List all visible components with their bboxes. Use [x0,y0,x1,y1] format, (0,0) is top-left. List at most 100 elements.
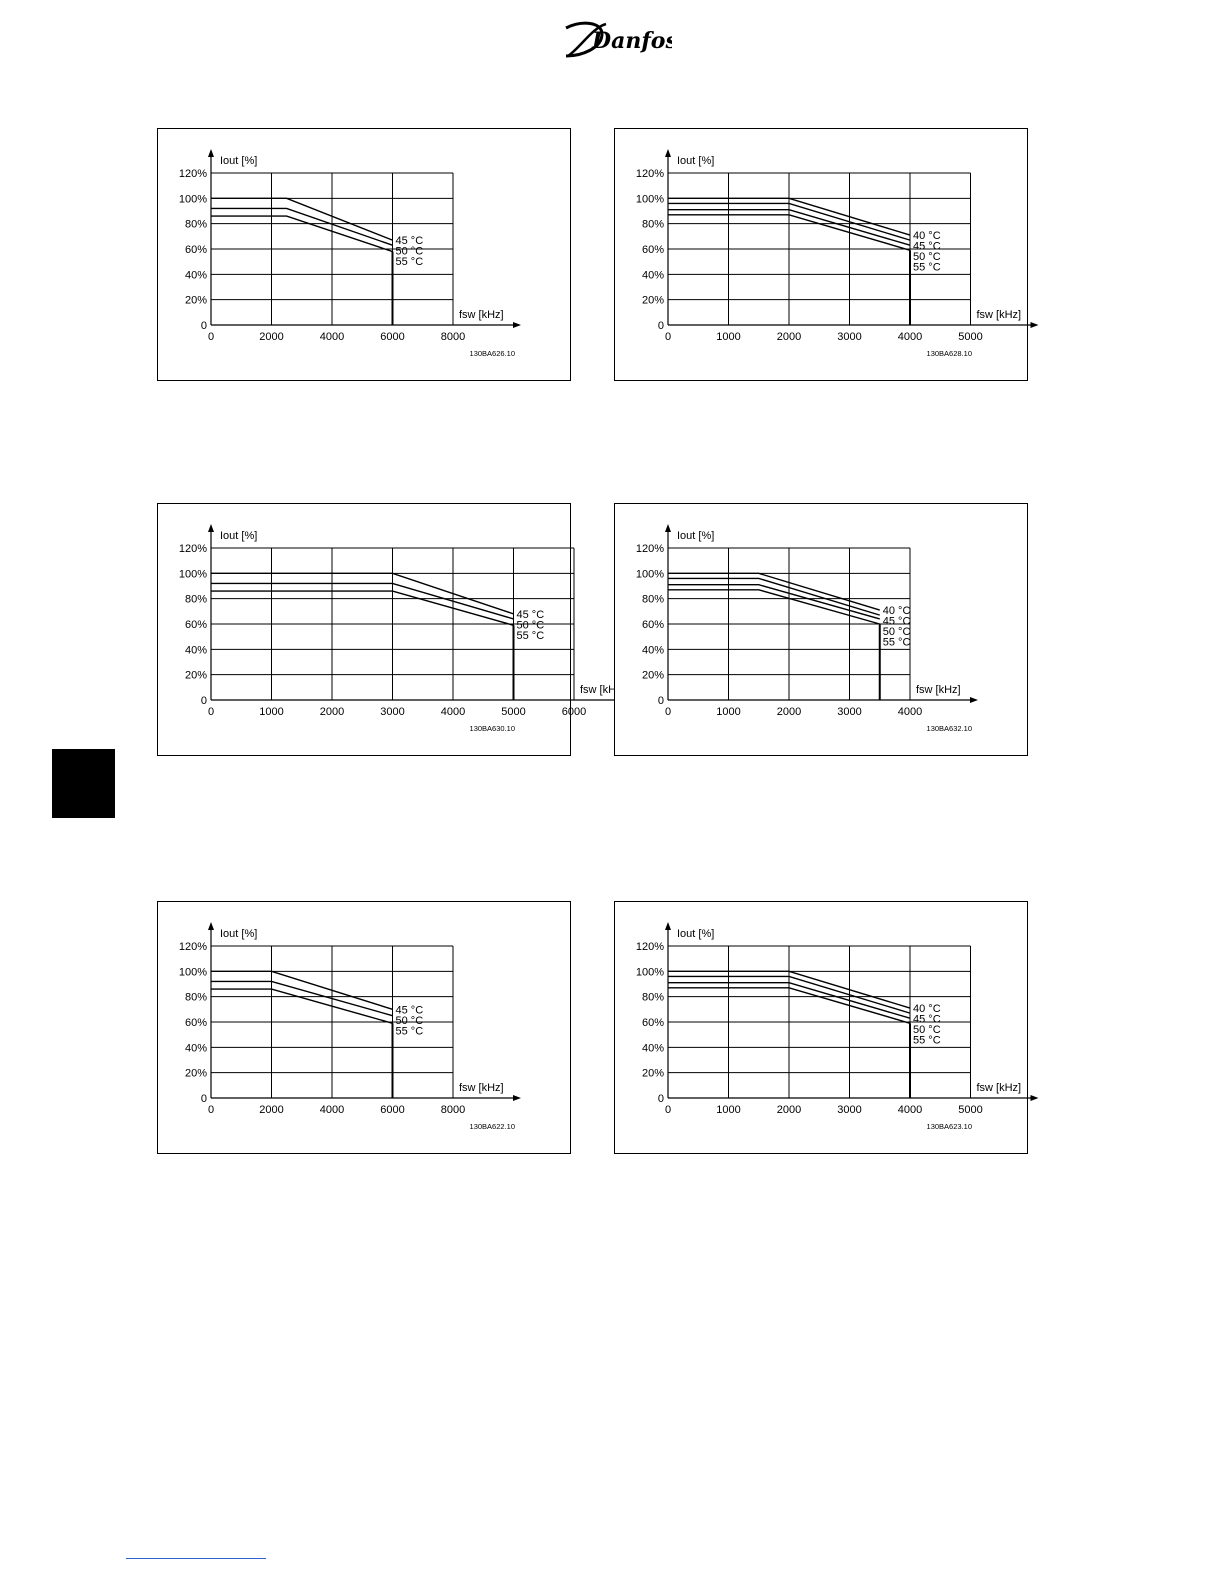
y-tick-label: 20% [185,295,207,307]
chart-5: Iout [%] fsw [kHz] 0 20% 40% 60% 80% 100% 120% 0 2… [157,901,571,1154]
series-line [211,988,393,1024]
x-tick-label: 2000 [777,331,801,343]
x-tick-label: 4000 [898,331,922,343]
series-line [211,590,514,626]
y-tick-label: 120% [636,941,664,953]
y-tick-label: 60% [642,1017,664,1029]
y-tick-label: 40% [642,269,664,281]
y-tick-label: 40% [642,644,664,656]
series-line [211,572,514,615]
y-tick-label: 60% [642,244,664,256]
figure-code: 130BA630.10 [470,724,515,733]
chart-6: Iout [%] fsw [kHz] 0 20% 40% 60% 80% 100% 120% 0 1… [614,901,1039,1154]
series-line [211,582,514,620]
series-line [211,207,393,246]
y-tick-label: 120% [636,168,664,180]
x-tick-label: 2000 [320,706,344,718]
series-label: 45 °C [396,235,424,247]
y-axis-label: Iout [%] [677,530,714,542]
y-tick-label: 100% [179,193,207,205]
series-line [668,584,880,620]
x-axis-arrow [1030,1095,1039,1101]
y-tick-label: 0 [658,1093,664,1105]
series-line [668,970,911,1009]
x-tick-label: 2000 [259,1104,283,1116]
logo-wordmark: Danfoss [591,28,672,54]
series-line [668,572,880,611]
x-tick-label: 3000 [380,706,404,718]
x-tick-label: 2000 [777,706,801,718]
x-axis-label: fsw [kHz] [459,1082,504,1094]
y-tick-label: 20% [185,1068,207,1080]
x-tick-label: 2000 [777,1104,801,1116]
x-tick-label: 2000 [259,331,283,343]
chart-6-svg: Iout [%] fsw [kHz] 0 20% 40% 60% 80% 100% 120% 0 1… [636,922,1039,1131]
y-axis-label: Iout [%] [220,928,257,940]
figure-code: 130BA623.10 [927,1122,972,1131]
chart-3-svg: Iout [%] fsw [kHz] 0 20% 40% 60% 80% 100% 120% 0 1… [179,524,642,733]
y-tick-label: 20% [642,1068,664,1080]
x-axis-arrow [513,1095,521,1101]
footer-rule [126,1558,266,1559]
x-tick-label: 4000 [320,1104,344,1116]
series-line [668,577,880,616]
danfoss-logo: Danfoss [565,21,672,58]
chart-3: Iout [%] fsw [kHz] 0 20% 40% 60% 80% 100% 120% 0 1… [157,503,642,756]
y-tick-label: 60% [185,619,207,631]
y-axis-arrow [665,524,671,532]
y-axis-arrow [665,149,671,157]
x-axis-label: fsw [kHz] [977,1082,1022,1094]
series-label: 55 °C [913,1035,941,1047]
series-line [211,215,393,253]
y-axis-label: Iout [%] [677,928,714,940]
y-tick-label: 0 [201,320,207,332]
chart-4-svg: Iout [%] fsw [kHz] 0 20% 40% 60% 80% 100% 120% 0 1… [636,524,978,733]
y-tick-label: 20% [642,670,664,682]
chart-1: Iout [%] fsw [kHz] 0 20% 40% 60% 80% 100% 120% 0 2… [157,128,571,381]
series-label: 50 °C [396,1015,424,1027]
x-axis-label: fsw [kHz] [580,684,625,696]
chapter-tab [52,749,115,818]
y-tick-label: 60% [185,244,207,256]
series-label: 50 °C [517,619,545,631]
x-tick-label: 3000 [837,1104,861,1116]
y-tick-label: 100% [179,568,207,580]
x-axis-arrow [1030,322,1039,328]
x-tick-label: 0 [665,331,671,343]
x-tick-label: 4000 [898,706,922,718]
y-axis-arrow [208,524,214,532]
y-tick-label: 80% [185,594,207,606]
y-axis-label: Iout [%] [220,155,257,167]
x-tick-label: 6000 [380,1104,404,1116]
series-label: 45 °C [396,1004,424,1016]
y-tick-label: 0 [201,1093,207,1105]
series-label: 45 °C [883,616,911,628]
series-label: 50 °C [396,246,424,258]
x-tick-label: 1000 [716,331,740,343]
figure-code: 130BA622.10 [470,1122,515,1131]
x-axis-label: fsw [kHz] [916,684,961,696]
y-axis-label: Iout [%] [677,155,714,167]
series-line [668,202,911,241]
y-tick-label: 0 [658,320,664,332]
x-tick-label: 5000 [958,1104,982,1116]
series-label: 45 °C [517,609,545,621]
x-tick-label: 6000 [562,706,586,718]
series-label: 40 °C [913,1003,941,1015]
y-tick-label: 20% [642,295,664,307]
grid [211,172,454,325]
series-line [668,197,911,236]
series-line [668,589,880,625]
series-label: 45 °C [913,1014,941,1026]
series-label: 50 °C [913,251,941,263]
y-tick-label: 80% [185,219,207,231]
x-tick-label: 0 [665,706,671,718]
y-tick-label: 120% [179,941,207,953]
series-line [211,980,393,1017]
x-tick-label: 0 [208,331,214,343]
y-tick-label: 0 [201,695,207,707]
y-tick-label: 100% [179,966,207,978]
x-tick-label: 4000 [898,1104,922,1116]
series-label: 50 °C [883,626,911,638]
series-line [668,214,911,251]
